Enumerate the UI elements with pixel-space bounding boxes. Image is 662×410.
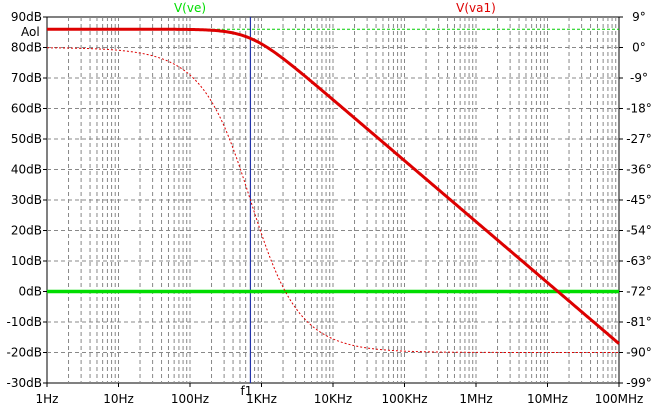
right-axis-tick-label: -72° [626, 285, 652, 299]
x-axis-tick-label: 1KHz [246, 392, 277, 406]
x-axis-tick-label: 10Hz [103, 392, 134, 406]
left-axis-tick-label: 50dB [11, 132, 42, 146]
left-axis-tick-label: 90dB [11, 10, 42, 24]
right-axis-tick-label: -45° [626, 193, 652, 207]
right-axis-tick-label: 0° [632, 41, 646, 55]
right-axis-tick-label: -18° [626, 102, 652, 116]
left-axis-tick-label: 30dB [11, 193, 42, 207]
x-axis-tick-label: 1MHz [459, 392, 492, 406]
left-axis-tick-label: 20dB [11, 224, 42, 238]
aol-annotation: Aol [21, 25, 40, 39]
x-axis-tick-label: 100KHz [381, 392, 427, 406]
right-axis-tick-label: -36° [626, 163, 652, 177]
right-axis-tick-label: -99° [626, 376, 652, 390]
right-axis-tick-label: -27° [626, 132, 652, 146]
x-axis-tick-label: 1Hz [36, 392, 59, 406]
left-axis-tick-label: 80dB [11, 41, 42, 55]
right-axis-tick-label: -63° [626, 254, 652, 268]
left-axis-tick-label: 70dB [11, 71, 42, 85]
left-axis-tick-label: 0dB [19, 285, 42, 299]
left-axis-tick-label: 40dB [11, 163, 42, 177]
f1-annotation: f1 [240, 384, 252, 398]
right-axis-tick-label: -81° [626, 315, 652, 329]
legend-va1: V(va1) [456, 1, 496, 15]
left-axis-tick-label: 60dB [11, 102, 42, 116]
right-axis-tick-label: -54° [626, 224, 652, 238]
left-axis-tick-label: -10dB [7, 315, 42, 329]
x-axis-tick-label: 10KHz [314, 392, 352, 406]
left-axis-tick-label: 10dB [11, 254, 42, 268]
series-va1-magnitude [47, 27, 620, 345]
left-axis-tick-label: -30dB [7, 376, 42, 390]
right-axis-tick-label: -9° [630, 71, 648, 85]
right-axis-tick-label: 9° [632, 10, 646, 24]
right-axis-tick-label: -90° [626, 346, 652, 360]
x-axis-tick-label: 100MHz [595, 392, 644, 406]
legend-vve: V(ve) [174, 1, 206, 15]
x-axis-tick-label: 10MHz [527, 392, 568, 406]
x-axis-tick-label: 100Hz [171, 392, 209, 406]
left-axis-tick-label: -20dB [7, 346, 42, 360]
